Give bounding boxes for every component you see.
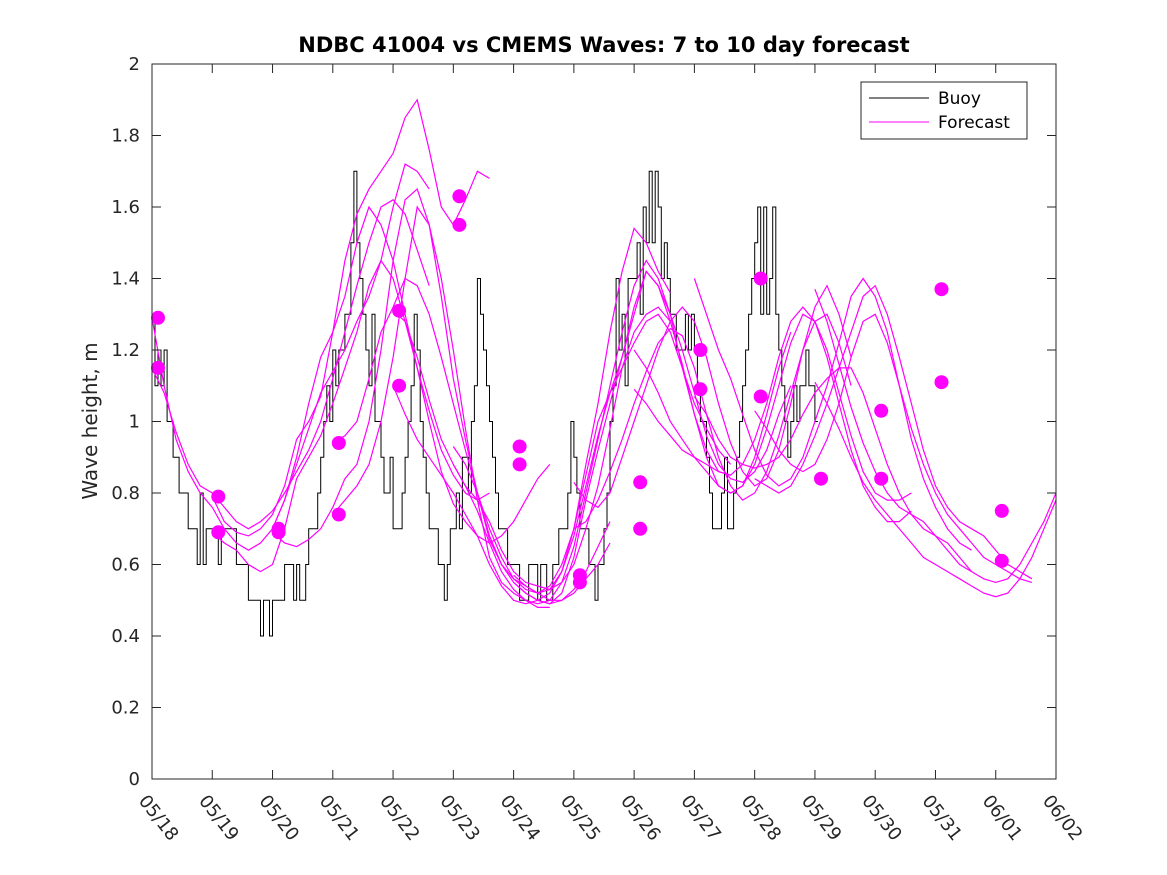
forecast-marker-5 <box>271 525 286 540</box>
forecast-marker-26 <box>934 375 949 390</box>
forecast-marker-13 <box>512 457 527 472</box>
legend-box <box>860 81 1028 140</box>
legend-buoy-label: Buoy <box>938 89 981 109</box>
chart-title: NDBC 41004 vs CMEMS Waves: 7 to 10 day f… <box>298 33 909 57</box>
forecast-marker-20 <box>753 271 768 286</box>
forecast-series-line-11 <box>452 259 731 605</box>
forecast-series-line-5 <box>272 188 550 609</box>
forecast-marker-10 <box>452 189 467 204</box>
forecast-series-line-1 <box>151 163 430 551</box>
forecast-marker-16 <box>633 475 648 490</box>
forecast-series-line-19 <box>693 367 973 572</box>
buoy-series-line <box>152 170 818 637</box>
y-tick-label: 1.4 <box>111 269 140 290</box>
forecast-series-line-7 <box>332 205 611 605</box>
forecast-series-line-23 <box>814 381 1057 598</box>
forecast-marker-21 <box>753 389 768 404</box>
forecast-marker-8 <box>392 303 407 318</box>
forecast-marker-18 <box>693 343 708 357</box>
y-tick-label: 0.6 <box>111 555 140 576</box>
forecast-marker-17 <box>633 521 648 536</box>
legend: Buoy Forecast <box>860 81 1028 140</box>
y-axis: 0 0.2 0.4 0.6 0.8 1 1.2 1.4 1.6 1.8 2 <box>111 54 1056 790</box>
forecast-marker-2 <box>211 489 226 504</box>
forecast-marker-6 <box>331 436 346 450</box>
forecast-marker-28 <box>994 553 1009 568</box>
y-tick-label: 0.4 <box>111 626 140 647</box>
legend-forecast-label: Forecast <box>938 113 1010 133</box>
forecast-marker-1 <box>151 360 165 375</box>
forecast-marker-24 <box>874 471 889 486</box>
forecast-series-line-20 <box>754 284 1033 580</box>
forecast-series-line-18 <box>693 277 972 551</box>
forecast-marker-12 <box>512 439 527 454</box>
forecast-marker-3 <box>211 525 226 540</box>
forecast-marker-23 <box>874 403 889 418</box>
y-tick-label: 0 <box>129 769 140 790</box>
y-tick-label: 2 <box>129 54 140 75</box>
forecast-marker-19 <box>693 382 708 397</box>
forecast-marker-0 <box>151 310 165 325</box>
y-tick-label: 1.6 <box>111 197 140 218</box>
forecast-series-line-15 <box>573 313 852 530</box>
forecast-marker-7 <box>331 507 346 522</box>
forecast-series-line-17 <box>633 306 912 523</box>
y-tick-label: 1.2 <box>111 340 140 361</box>
y-tick-label: 0.2 <box>111 698 140 719</box>
forecast-series-line-2 <box>211 98 490 537</box>
forecast-series-line-16 <box>633 313 912 501</box>
forecast-series-line-22 <box>814 288 1057 584</box>
y-tick-label: 0.8 <box>111 483 140 504</box>
forecast-series-line-3 <box>211 259 490 573</box>
forecast-series-line-14 <box>573 284 852 509</box>
forecast-series-line-8 <box>392 306 671 591</box>
forecast-marker-15 <box>572 575 587 590</box>
y-tick-label: 1 <box>129 412 140 433</box>
forecast-marker-22 <box>814 471 828 486</box>
y-axis-label: Wave height, m <box>78 342 102 499</box>
y-tick-label: 1.8 <box>111 126 140 147</box>
forecast-marker-9 <box>392 378 407 393</box>
forecast-marker-27 <box>994 503 1009 518</box>
forecast-series-line-21 <box>754 313 1033 583</box>
plot-content <box>151 98 1057 637</box>
forecast-marker-25 <box>934 282 949 297</box>
forecast-marker-11 <box>452 217 467 232</box>
